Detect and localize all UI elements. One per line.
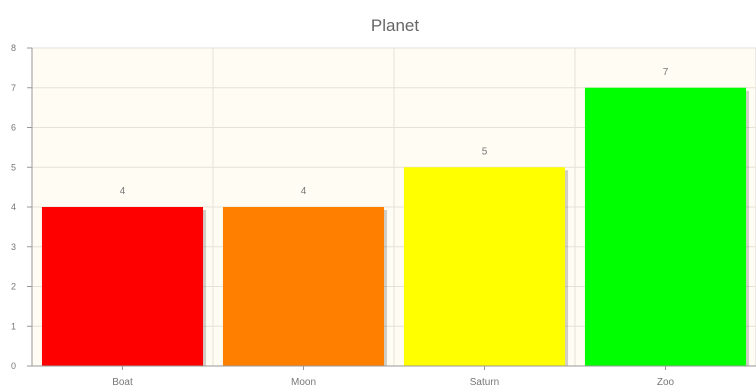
x-axis: Boat Moon Saturn Zoo: [32, 365, 756, 388]
data-label: 5: [482, 146, 488, 157]
chart-title: Planet: [371, 16, 419, 35]
y-tick-label: 4: [11, 202, 16, 212]
y-tick-label: 0: [11, 361, 16, 371]
data-label: 4: [301, 186, 307, 197]
y-tick-label: 8: [11, 43, 16, 53]
bar-zoo: [584, 87, 747, 366]
x-tick-label: Saturn: [470, 377, 499, 388]
y-tick-label: 1: [11, 321, 16, 331]
y-tick-label: 2: [11, 282, 16, 292]
y-tick-label: 3: [11, 242, 16, 252]
bar-boat: [41, 207, 204, 366]
x-tick-label: Moon: [291, 377, 316, 388]
x-tick-label: Boat: [112, 377, 133, 388]
y-tick-label: 5: [11, 162, 16, 172]
y-tick-label: 7: [11, 83, 16, 93]
bars: 4 4 5 7: [41, 67, 750, 366]
bar-saturn: [403, 167, 566, 366]
data-label: 4: [120, 186, 126, 197]
x-tick-label: Zoo: [657, 377, 675, 388]
data-label: 7: [663, 67, 669, 78]
bar-moon: [222, 207, 385, 366]
y-axis: 0 1 2 3 4 5 6 7 8: [11, 43, 33, 371]
y-tick-label: 6: [11, 123, 16, 133]
